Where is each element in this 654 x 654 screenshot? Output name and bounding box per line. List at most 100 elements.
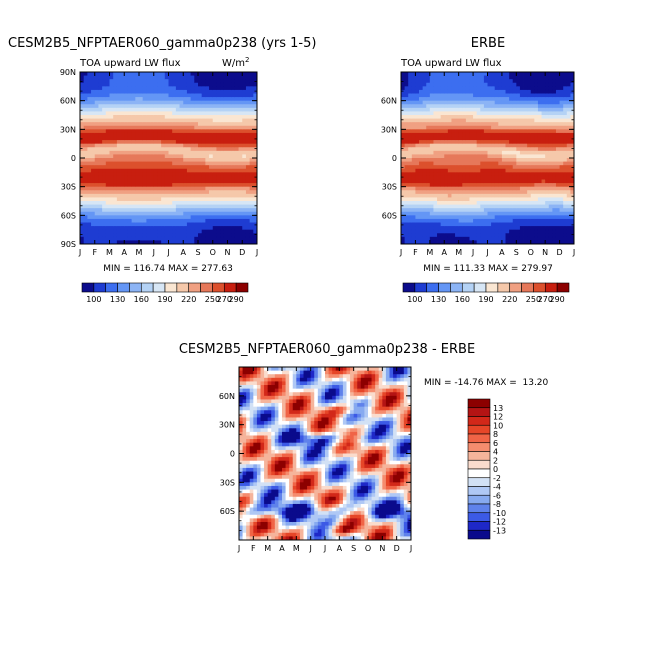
heatmap-cell [87, 97, 92, 102]
heatmap-cell [505, 86, 510, 91]
heatmap-cell [422, 233, 427, 238]
heatmap-cell [433, 97, 438, 102]
heatmap-cell [541, 79, 546, 84]
x-tick-label: N [542, 248, 548, 257]
heatmap-cell [161, 111, 166, 116]
heatmap-cell [447, 233, 452, 238]
heatmap-cell [541, 211, 546, 216]
heatmap-cell [519, 208, 524, 213]
heatmap-cell [102, 129, 107, 134]
heatmap-cell [109, 125, 114, 130]
heatmap-cell [116, 129, 121, 134]
heatmap-cell [404, 147, 409, 152]
heatmap-cell [87, 140, 92, 145]
heatmap-cell [548, 100, 553, 105]
heatmap-cell [94, 236, 99, 241]
heatmap-cell [469, 222, 474, 227]
heatmap-cell [227, 161, 232, 166]
heatmap-cell [552, 150, 557, 155]
heatmap-cell [451, 165, 456, 170]
heatmap-cell [422, 132, 427, 137]
heatmap-cell [198, 122, 203, 127]
heatmap-cell [242, 122, 247, 127]
heatmap-cell [83, 190, 88, 195]
heatmap-cell [555, 236, 560, 241]
heatmap-cell [220, 125, 225, 130]
heatmap-cell [212, 193, 217, 198]
heatmap-cell [146, 226, 151, 231]
heatmap-cell [249, 75, 254, 80]
heatmap-cell [451, 229, 456, 234]
heatmap-cell [494, 86, 499, 91]
heatmap-cell [153, 240, 158, 245]
heatmap-cell [245, 229, 251, 234]
heatmap-cell [451, 154, 456, 159]
heatmap-cell [566, 229, 571, 234]
heatmap-cell [465, 129, 470, 134]
heatmap-cell [401, 193, 405, 198]
heatmap-cell [127, 215, 133, 220]
heatmap-cell [253, 233, 258, 238]
heatmap-cell [440, 226, 445, 231]
heatmap-cell [419, 183, 424, 188]
heatmap-cell [87, 107, 92, 112]
heatmap-cell [548, 175, 553, 180]
colorbar-swatch [426, 282, 439, 293]
heatmap-cell [404, 132, 409, 137]
heatmap-cell [120, 175, 125, 180]
heatmap-cell [501, 147, 506, 152]
heatmap-cell [501, 158, 506, 162]
heatmap-cell [98, 215, 103, 220]
heatmap-cell [559, 143, 564, 148]
heatmap-cell [238, 136, 243, 141]
heatmap-cell [401, 226, 405, 231]
heatmap-cell [444, 229, 449, 234]
heatmap-cell [437, 168, 442, 173]
heatmap-cell [494, 100, 499, 105]
heatmap-cell [175, 89, 180, 94]
heatmap-cell [469, 132, 474, 137]
heatmap-cell [175, 129, 180, 134]
heatmap-cell [426, 197, 431, 202]
heatmap-cell [238, 82, 243, 87]
heatmap-cell [116, 140, 121, 145]
heatmap-cell [146, 186, 151, 191]
heatmap-cell [437, 125, 442, 130]
heatmap-cell [552, 193, 557, 198]
heatmap-cell [186, 236, 192, 241]
heatmap-cell [401, 208, 405, 213]
heatmap-cell [545, 175, 550, 180]
heatmap-cell [404, 107, 409, 112]
heatmap-cell [462, 154, 467, 159]
heatmap-cell [519, 204, 524, 209]
heatmap-cell [183, 183, 188, 188]
heatmap-cell [516, 226, 521, 231]
heatmap-cell [239, 403, 243, 408]
heatmap-cell [419, 97, 424, 102]
heatmap-cell [422, 72, 427, 76]
heatmap-cell [476, 211, 481, 216]
heatmap-cell [131, 240, 136, 245]
heatmap-cell [242, 536, 247, 541]
heatmap-cell [190, 79, 195, 84]
heatmap-cell [157, 150, 162, 155]
heatmap-cell [559, 186, 564, 191]
heatmap-cell [249, 175, 254, 180]
y-tick-label: 60S [382, 211, 397, 220]
heatmap-cell [131, 115, 136, 119]
heatmap-cell [220, 107, 225, 112]
heatmap-cell [153, 236, 158, 241]
heatmap-cell [462, 218, 467, 223]
heatmap-cell [491, 143, 496, 148]
heatmap-cell [164, 147, 169, 152]
heatmap-cell [179, 197, 184, 202]
heatmap-cell [401, 168, 405, 173]
heatmap-cell [411, 125, 416, 130]
heatmap-cell [559, 172, 564, 177]
heatmap-cell [172, 97, 177, 102]
heatmap-cell [530, 204, 535, 209]
heatmap-cell [198, 197, 203, 202]
heatmap-cell [530, 183, 535, 188]
heatmap-cell [473, 104, 478, 109]
heatmap-cell [113, 179, 118, 184]
